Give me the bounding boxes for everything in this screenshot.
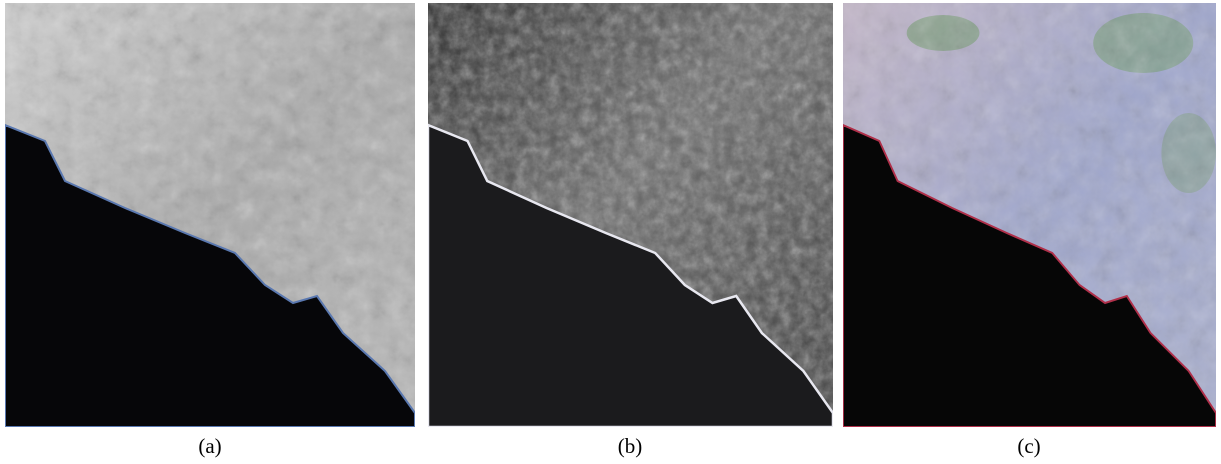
satellite-image-b — [428, 3, 833, 427]
caption: (a) — [180, 434, 240, 459]
caption: (b) — [600, 434, 660, 459]
caption: (c) — [999, 434, 1059, 459]
figure: (a) (b) (c) (() => { const data = JSON.p… — [0, 0, 1221, 464]
satellite-image-c — [843, 3, 1216, 427]
satellite-image-a — [5, 3, 415, 427]
